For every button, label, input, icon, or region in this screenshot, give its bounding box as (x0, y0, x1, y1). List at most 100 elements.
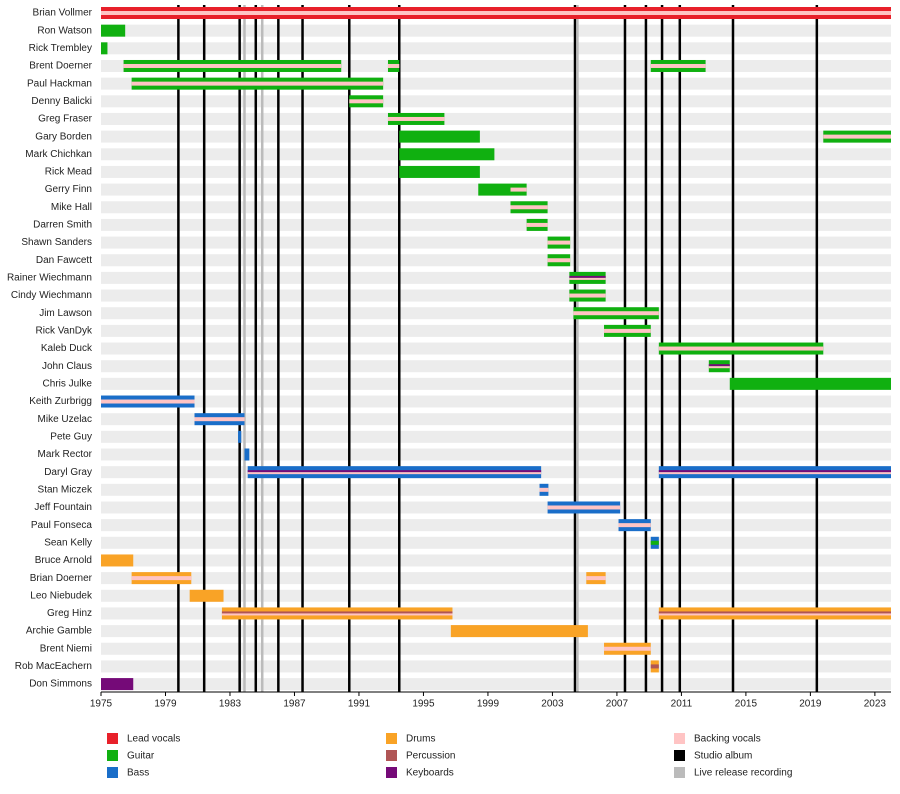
member-bar (478, 183, 511, 196)
role-stripe (247, 470, 542, 473)
member-name: Denny Balicki (31, 96, 92, 107)
member-name: Archie Gamble (26, 626, 93, 637)
row-band (101, 289, 891, 302)
role-stripe (526, 222, 548, 227)
x-tick-label: 1987 (283, 699, 306, 710)
member-name: Brent Niemi (40, 643, 92, 654)
member-bar (101, 24, 126, 37)
x-tick-label: 2011 (671, 699, 693, 710)
role-stripe (823, 134, 891, 139)
legend-swatch (386, 733, 397, 744)
role-stripe (247, 472, 542, 475)
member-bar (238, 430, 242, 443)
legend-label: Lead vocals (127, 734, 180, 745)
role-stripe (708, 366, 730, 369)
member-bars (101, 7, 891, 691)
legend: Lead vocals Guitar Bass Drums Percussion Keyb… (107, 733, 792, 779)
role-stripe (658, 472, 891, 475)
legend-swatch (386, 767, 397, 778)
member-name: Mark Rector (38, 449, 93, 460)
legend-swatch (674, 733, 685, 744)
role-stripe (650, 63, 706, 68)
row-band (101, 660, 891, 673)
member-name: Don Simmons (29, 679, 92, 690)
role-stripe (569, 277, 606, 280)
role-stripe (604, 328, 651, 333)
role-stripe (349, 99, 384, 104)
row-band (101, 218, 891, 231)
x-tick-label: 2003 (541, 699, 564, 710)
row-band (101, 554, 891, 567)
member-name: Paul Hackman (27, 78, 92, 89)
row-band (101, 483, 891, 496)
role-stripe (650, 540, 659, 545)
member-name: Greg Fraser (38, 114, 93, 125)
row-band (101, 130, 891, 143)
role-stripe (387, 63, 400, 68)
member-name: Shawn Sanders (21, 237, 92, 248)
member-name: Gary Borden (35, 131, 92, 142)
member-name: Stan Miczek (38, 484, 93, 495)
row-band (101, 307, 891, 320)
row-band (101, 360, 891, 373)
member-bar (244, 448, 250, 461)
row-band (101, 430, 891, 443)
member-name: John Claus (42, 361, 92, 372)
member-bar (450, 625, 588, 638)
member-name: Dan Fawcett (36, 255, 92, 266)
member-name: Sean Kelly (44, 537, 92, 548)
member-name: Greg Hinz (47, 608, 92, 619)
member-name: Mike Uzelac (38, 414, 92, 425)
role-stripe (658, 613, 891, 616)
role-stripe (221, 611, 453, 614)
row-band (101, 236, 891, 249)
role-stripe (569, 275, 606, 278)
member-name: Jim Lawson (39, 308, 92, 319)
role-stripe (604, 646, 651, 651)
member-name: Leo Niebudek (30, 590, 93, 601)
role-stripe (510, 205, 548, 210)
role-stripe (101, 399, 195, 404)
role-stripe (221, 613, 453, 616)
x-axis: 1975 1979 1983 1987 1991 1995 1999 2003 2007 2011… (90, 691, 891, 710)
x-tick-label: 2019 (799, 699, 822, 710)
member-name: Darren Smith (33, 220, 92, 231)
member-name: Gerry Finn (45, 184, 92, 195)
row-band (101, 377, 891, 390)
x-tick-label: 2007 (606, 699, 629, 710)
member-name: Daryl Gray (44, 467, 92, 478)
member-name: Rick Mead (45, 167, 92, 178)
row-band (101, 254, 891, 267)
role-stripe (618, 523, 651, 528)
row-band (101, 413, 891, 426)
member-name: Keith Zurbrigg (29, 396, 92, 407)
role-stripe (547, 505, 621, 510)
legend-swatch (674, 750, 685, 761)
row-band (101, 112, 891, 125)
row-band (101, 572, 891, 585)
x-tick-label: 1975 (90, 699, 113, 710)
row-band (101, 165, 891, 178)
role-stripe (569, 293, 606, 298)
legend-label: Percussion (406, 751, 455, 762)
row-band (101, 501, 891, 514)
row-backgrounds: Brian Vollmer Ron Watson Rick Trembley Bren… (7, 7, 891, 691)
legend-label: Backing vocals (694, 734, 761, 745)
role-stripe (131, 576, 192, 581)
member-name: Chris Julke (43, 379, 93, 390)
legend-swatch (107, 750, 118, 761)
row-band (101, 59, 891, 72)
member-bar (101, 678, 134, 691)
member-name: Mark Chichkan (25, 149, 92, 160)
legend-swatch (674, 767, 685, 778)
row-band (101, 324, 891, 337)
row-band (101, 519, 891, 532)
role-stripe (658, 470, 891, 473)
legend-label: Guitar (127, 751, 155, 762)
member-bar (101, 554, 134, 567)
legend-label: Live release recording (694, 768, 792, 779)
row-band (101, 642, 891, 655)
member-name: Rob MacEachern (15, 661, 92, 672)
